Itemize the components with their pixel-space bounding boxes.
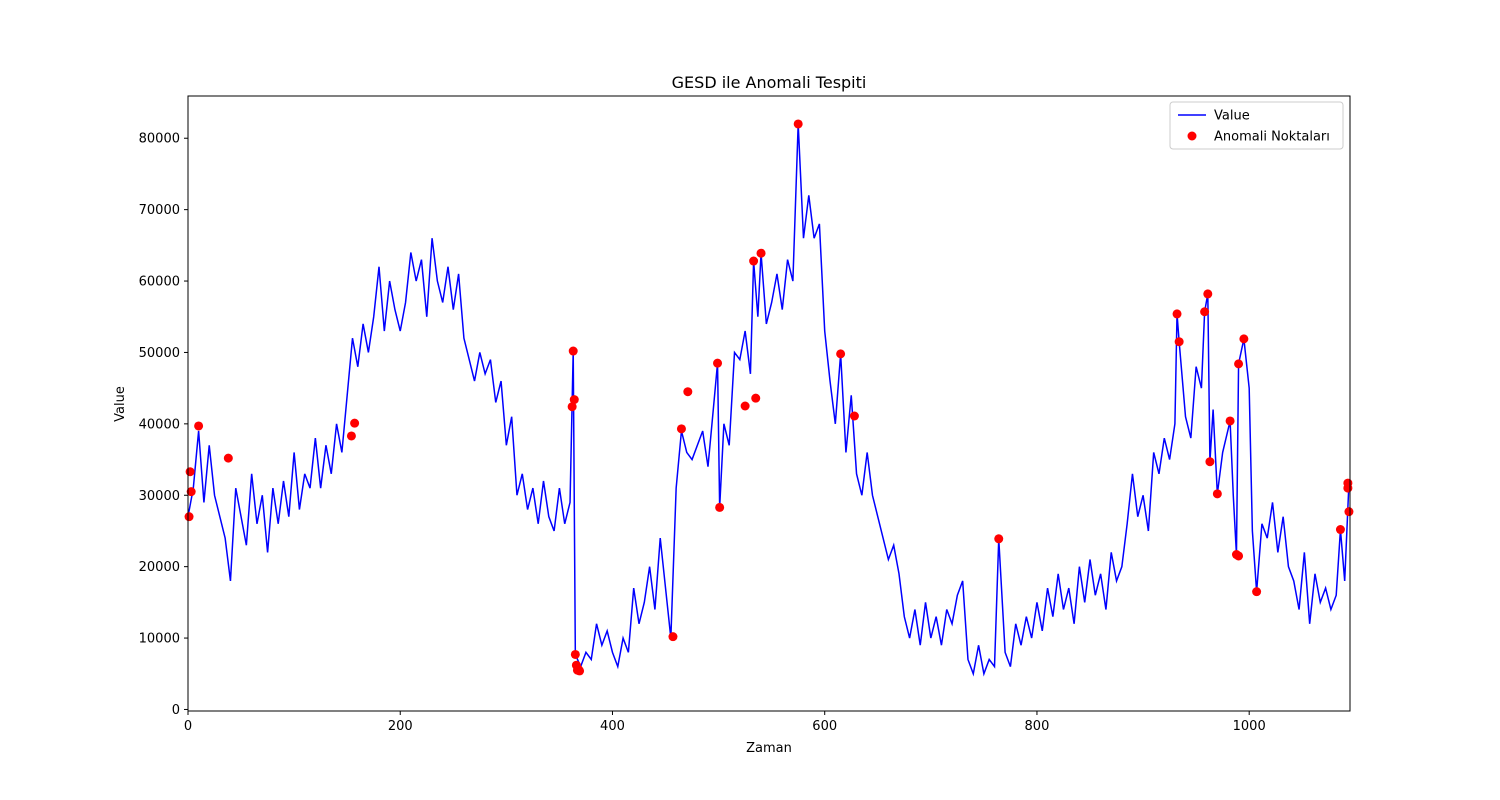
anomaly-point: [346, 431, 356, 441]
anomaly-point: [185, 467, 195, 477]
x-tick-label: 0: [184, 719, 192, 734]
anomaly-point: [1205, 457, 1215, 467]
y-axis-label: Value: [113, 386, 128, 422]
anomaly-point: [569, 395, 579, 405]
anomaly-point: [1335, 525, 1345, 535]
anomaly-point: [749, 256, 759, 266]
anomaly-point: [793, 119, 803, 129]
anomaly-point: [836, 349, 846, 359]
anomaly-point: [350, 418, 360, 428]
y-tick-label: 0: [172, 703, 180, 718]
legend-box: [1169, 101, 1344, 150]
legend-marker: [1187, 131, 1197, 141]
anomaly-point: [1234, 551, 1244, 561]
y-tick-label: 60000: [139, 275, 180, 290]
anomaly-point: [184, 512, 194, 522]
x-axis-label: Zaman: [746, 741, 792, 756]
anomaly-point: [751, 393, 761, 403]
anomaly-point: [1343, 483, 1353, 493]
chart-title: GESD ile Anomali Tespiti: [672, 73, 867, 92]
anomaly-point: [994, 534, 1004, 544]
anomaly-point: [194, 421, 204, 431]
x-tick-label: 800: [1025, 719, 1050, 734]
y-tick-label: 70000: [139, 203, 180, 218]
anomaly-point: [713, 358, 723, 368]
anomaly-point: [1239, 334, 1249, 344]
legend-label: Anomali Noktaları: [1214, 130, 1330, 145]
anomaly-point: [668, 632, 678, 642]
y-tick-label: 30000: [139, 489, 180, 504]
anomaly-point: [186, 487, 196, 497]
anomaly-point: [683, 387, 693, 397]
anomaly-point: [568, 346, 578, 356]
y-tick-label: 80000: [139, 132, 180, 147]
y-tick-label: 50000: [139, 346, 180, 361]
line: [188, 123, 1350, 677]
anomaly-point: [849, 411, 859, 421]
anomaly-point: [575, 666, 585, 676]
anomaly-point: [570, 649, 580, 659]
y-tick-label: 10000: [139, 632, 180, 647]
anomaly-point: [1234, 359, 1244, 369]
anomaly-point: [1252, 587, 1262, 597]
anomaly-point: [567, 402, 577, 412]
x-tick-label: 600: [812, 719, 837, 734]
x-tick-label: 1000: [1233, 719, 1266, 734]
anomaly-point: [1203, 289, 1213, 299]
anomaly-point: [1172, 309, 1182, 319]
x-tick-label: 200: [388, 719, 413, 734]
anomaly-point: [1174, 337, 1184, 347]
anomaly-point: [1344, 507, 1354, 517]
y-tick-label: 20000: [139, 560, 180, 575]
anomaly-point: [740, 401, 750, 411]
anomaly-point: [223, 453, 233, 463]
anomaly-point: [715, 502, 725, 512]
anomaly-point: [1200, 307, 1210, 317]
anomaly-point: [676, 424, 686, 434]
anomaly-point: [756, 248, 766, 258]
anomaly-point: [1212, 489, 1222, 499]
plot-frame: [187, 95, 1351, 712]
x-tick-label: 400: [600, 719, 625, 734]
y-tick-label: 40000: [139, 417, 180, 432]
legend-label: Value: [1214, 109, 1250, 124]
anomaly-point: [1225, 416, 1235, 426]
